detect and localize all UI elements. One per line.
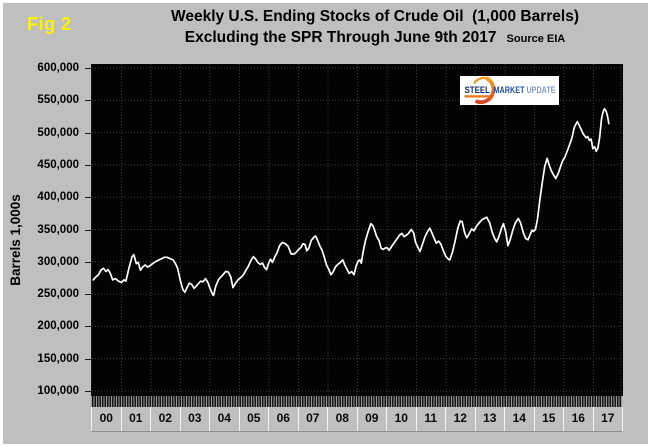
x-year-label: 03 [179,407,210,431]
x-year-label: 15 [533,407,564,431]
y-tick-label: 100,000 [37,385,79,397]
y-tick-mark [85,391,91,392]
y-tick-mark [85,197,91,199]
y-tick-label: 150,000 [37,352,79,365]
x-year-label: 04 [209,407,239,431]
x-year-label: 11 [415,407,446,431]
logo-swoosh-thin-icon [473,76,487,85]
chart-title-line1: Weekly U.S. Ending Stocks of Crude Oil (… [170,8,579,25]
x-year-label: 00 [91,407,121,431]
source-label: Source EIA [506,33,566,45]
plot-area: STEEL MARKET UPDATE [91,64,623,396]
y-tick-label: 250,000 [37,288,79,301]
x-year-label: 07 [297,407,328,431]
logo-word-steel: STEEL [465,85,491,95]
x-year-label: 09 [356,407,387,431]
y-tick-label: 450,000 [37,158,79,171]
y-tick-mark [85,132,91,134]
y-tick-mark [85,326,91,328]
y-tick-mark [85,294,91,296]
logo-underline [464,95,490,98]
y-tick-label: 400,000 [37,191,79,204]
y-tick-mark [85,68,91,69]
chart-title-line2: Excluding the SPR Through June 9th 2017 S… [105,27,645,50]
x-year-label: 16 [563,407,593,431]
y-tick-label: 300,000 [37,255,79,268]
y-tick-label: 350,000 [37,223,79,236]
x-year-label: 05 [238,407,269,431]
crude-stocks-series-line [92,107,610,297]
x-year-label: 17 [592,407,623,431]
y-tick-mark [85,164,91,166]
crude-stocks-line-chart [92,64,623,396]
x-year-label: 12 [445,407,475,431]
x-year-label: 10 [386,407,416,431]
y-tick-mark [85,100,91,102]
y-tick-label: 500,000 [37,126,79,139]
x-year-label: 14 [504,407,534,431]
y-axis-tick-labels: 600,000 550,000 500,000 450,000 400,000 350,0… [0,0,91,447]
chart-subtitle-text: Excluding the SPR Through June 9th 2017 [184,29,497,46]
x-axis-year-labels: 00 01 02 03 04 05 06 07 08 09 10 11 12 13 14 15 16 17 [91,407,623,432]
x-year-label: 08 [327,407,357,431]
x-year-label: 02 [150,407,180,431]
y-tick-label: 600,000 [37,62,79,74]
steel-market-update-logo-graphic: STEEL MARKET UPDATE [464,76,556,105]
x-axis-weekly-tick-band [91,396,622,407]
y-tick-label: 550,000 [37,94,79,107]
y-tick-mark [85,261,91,263]
x-year-label: 06 [268,407,298,431]
logo-word-market: MARKET [494,85,525,95]
y-tick-label: 200,000 [37,320,79,333]
chart-title: Weekly U.S. Ending Stocks of Crude Oil (… [105,7,645,50]
x-year-label: 13 [474,407,505,431]
y-tick-mark [85,229,91,231]
x-year-label: 01 [120,407,151,431]
steel-market-update-logo: STEEL MARKET UPDATE [460,76,559,105]
y-tick-mark [85,358,91,360]
logo-swoosh-icon [474,76,496,105]
logo-word-update: UPDATE [527,85,556,95]
figure-label: Fig 2 [27,14,72,34]
